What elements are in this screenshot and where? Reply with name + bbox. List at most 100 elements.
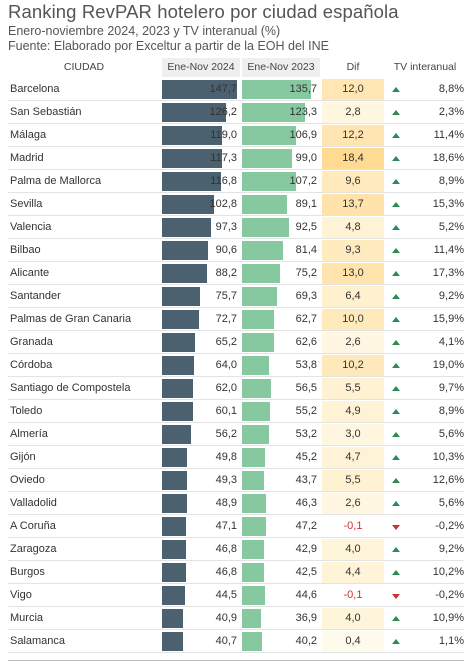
dif-value-label: 10,2: [342, 359, 364, 371]
table-row: Santander 75,7 69,3 6,4 9,2%: [0, 285, 472, 308]
table-row: Zaragoza 46,8 42,9 4,0 9,2%: [0, 538, 472, 561]
table-row: Oviedo 49,3 43,7 5,5 12,6%: [0, 469, 472, 492]
city-label: Madrid: [10, 152, 44, 164]
value-2024-label: 48,9: [215, 497, 237, 509]
bar-2023: [242, 402, 270, 421]
bar-2024: [162, 103, 226, 122]
city-label: Murcia: [10, 612, 44, 624]
dif-heat-cell: [322, 171, 384, 192]
dif-heat-cell: [322, 309, 384, 330]
bar-2024: [162, 333, 195, 352]
value-2024-label: 119,0: [210, 129, 237, 141]
bar-2023: [242, 540, 264, 559]
dif-heat-cell: [322, 470, 384, 491]
bar-2024: [162, 356, 194, 375]
trend-up-icon: [392, 271, 400, 276]
city-label: Oviedo: [10, 474, 45, 486]
dif-value-label: 10,0: [342, 313, 364, 325]
city-label: Toledo: [10, 405, 43, 417]
dif-heat-cell: [322, 332, 384, 353]
bar-2023: [242, 103, 305, 122]
bar-2023: [242, 517, 266, 536]
dif-value-label: 2,8: [345, 106, 361, 118]
dif-heat-cell: [322, 125, 384, 146]
trend-up-icon: [392, 501, 400, 506]
table-bottom-rule: [8, 660, 464, 661]
dif-value-label: 4,8: [345, 221, 361, 233]
value-2024-label: 116,8: [210, 175, 237, 187]
table-row: Barcelona 147,7 135,7 12,0 8,8%: [0, 78, 472, 101]
trend-up-icon: [392, 110, 400, 115]
bar-2024: [162, 195, 214, 214]
dif-value-label: 3,0: [345, 428, 361, 440]
table-row: San Sebastián 126,2 123,3 2,8 2,3%: [0, 101, 472, 124]
value-2024-label: 49,3: [215, 474, 237, 486]
bar-2024: [162, 540, 186, 559]
city-label: Bilbao: [10, 244, 41, 256]
city-label: Almería: [10, 428, 48, 440]
row-divider: [8, 192, 464, 193]
trend-up-icon: [392, 248, 400, 253]
value-2023-label: 55,2: [295, 405, 317, 417]
trend-up-icon: [392, 156, 400, 161]
table-row: Murcia 40,9 36,9 4,0 10,9%: [0, 607, 472, 630]
table-row: Palmas de Gran Canaria 72,7 62,7 10,0 15,9%: [0, 308, 472, 331]
row-divider: [8, 330, 464, 331]
dif-heat-cell: [322, 608, 384, 629]
city-label: San Sebastián: [10, 106, 82, 118]
value-2023-label: 43,7: [295, 474, 317, 486]
value-2024-label: 64,0: [215, 359, 237, 371]
trend-up-icon: [392, 639, 400, 644]
bar-2024: [162, 448, 187, 467]
bar-2024: [162, 310, 199, 329]
row-divider: [8, 399, 464, 400]
value-2023-label: 42,5: [295, 566, 317, 578]
bar-2023: [242, 172, 296, 191]
bar-2023: [242, 333, 274, 352]
city-label: A Coruña: [10, 520, 56, 532]
dif-value-label: 9,6: [345, 175, 361, 187]
city-label: Zaragoza: [10, 543, 57, 555]
bar-2023: [242, 80, 311, 99]
trend-up-icon: [392, 432, 400, 437]
tv-value-label: 8,9%: [438, 175, 464, 187]
value-2024-label: 56,2: [215, 428, 237, 440]
bar-2024: [162, 632, 183, 651]
value-2023-label: 53,2: [295, 428, 317, 440]
city-label: Gijón: [10, 451, 36, 463]
row-divider: [8, 514, 464, 515]
header-2023: Ene-Nov 2023: [242, 58, 320, 77]
table-row: Sevilla 102,8 89,1 13,7 15,3%: [0, 193, 472, 216]
trend-up-icon: [392, 478, 400, 483]
dif-value-label: 13,0: [342, 267, 364, 279]
header-2024: Ene-Nov 2024: [162, 58, 240, 77]
trend-up-icon: [392, 616, 400, 621]
tv-value-label: 5,6%: [438, 428, 464, 440]
value-2023-label: 46,3: [295, 497, 317, 509]
city-label: Salamanca: [10, 635, 66, 647]
dif-value-label: 9,3: [345, 244, 361, 256]
tv-value-label: 5,6%: [438, 497, 464, 509]
value-2023-label: 47,2: [295, 520, 317, 532]
value-2023-label: 40,2: [295, 635, 317, 647]
value-2023-label: 89,1: [295, 198, 317, 210]
trend-up-icon: [392, 225, 400, 230]
table-row: Granada 65,2 62,6 2,6 4,1%: [0, 331, 472, 354]
row-divider: [8, 583, 464, 584]
value-2024-label: 46,8: [215, 566, 237, 578]
trend-up-icon: [392, 294, 400, 299]
value-2023-label: 135,7: [289, 83, 317, 95]
table-row: Salamanca 40,7 40,2 0,4 1,1%: [0, 630, 472, 653]
table-row: Málaga 119,0 106,9 12,2 11,4%: [0, 124, 472, 147]
tv-value-label: 10,9%: [432, 612, 464, 624]
value-2023-label: 56,5: [295, 382, 317, 394]
bar-2024: [162, 172, 221, 191]
row-divider: [8, 100, 464, 101]
bar-2023: [242, 241, 283, 260]
tv-value-label: 2,3%: [438, 106, 464, 118]
tv-value-label: 12,6%: [432, 474, 464, 486]
dif-value-label: -0,1: [343, 589, 363, 601]
tv-value-label: 9,2%: [438, 543, 464, 555]
bar-2024: [162, 402, 193, 421]
bar-2024: [162, 563, 186, 582]
